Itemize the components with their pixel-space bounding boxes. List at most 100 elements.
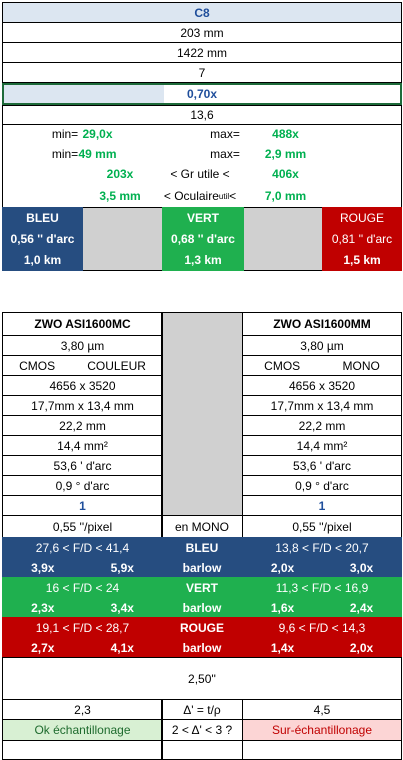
cell-text: 2,3x [31,600,55,615]
filter-name: BLEU [161,537,243,558]
camera-sampling: 0,55 ''/pixel [242,515,402,538]
color-resolution: 0,68 '' d'arc [162,228,244,250]
cell-text: 1,4x [270,640,295,655]
limit-label: < Oculaire util < [150,186,250,206]
cell-text: 1,6x [270,600,295,615]
filter-barlow: 2,7x 4,1x [2,637,163,658]
middle-gray [161,312,243,516]
camera-resolution: 4656 x 3520 [2,375,163,396]
reducer-row [2,83,402,105]
camera-field: 53,6 ' d'arc [242,455,402,476]
filter-note: barlow [161,557,243,578]
camera-diagonal: 22,2 mm [2,415,163,436]
cell-text: 5,9x [110,560,134,575]
filter-barlow: 1,4x 2,0x [242,637,402,658]
middle-mode: en MONO [161,515,243,538]
formula: Δ' = t/ρ [161,699,243,720]
camera-diagonal: 22,2 mm [242,415,402,436]
scope-value: 7 [2,62,402,83]
seeing: 2,50'' [2,657,402,700]
color-name: ROUGE [322,207,402,229]
camera-field_deg: 0,9 ° d'arc [242,475,402,496]
filter-barlow: 1,6x 2,4x [242,597,402,618]
color-name: BLEU [2,207,83,229]
color-distance: 1,5 km [322,249,402,271]
color-distance: 1,0 km [2,249,83,271]
camera-name: ZWO ASI1600MC [2,312,163,336]
limit-label: max= [210,127,240,141]
limit-label: min= [51,147,79,161]
camera-size: 17,7mm x 13,4 mm [2,395,163,416]
camera-sensor: CMOS MONO [242,355,402,376]
filter-note: barlow [161,637,243,658]
filter-fd: 16 < F/D < 24 [2,577,163,598]
cell-text: 3,4x [110,600,134,615]
range: 2 < Δ' < 3 ? [161,719,243,741]
scope-title: C8 [2,2,402,23]
camera-size: 17,7mm x 13,4 mm [242,395,402,416]
filter-fd: 9,6 < F/D < 14,3 [242,617,402,638]
camera-resolution: 4656 x 3520 [242,375,402,396]
limit-value: 29,0x [82,127,113,141]
scope-value: 203 mm [2,22,402,43]
limit-value: 406x [272,167,299,181]
filter-name: VERT [161,577,243,598]
filter-barlow: 2,0x 3,0x [242,557,402,578]
camera-field_deg: 0,9 ° d'arc [2,475,163,496]
cell-text: 2,0x [349,640,374,655]
filter-fd: 27,6 < F/D < 41,4 [2,537,163,558]
color-distance: 1,3 km [162,249,244,271]
filter-barlow: 3,9x 5,9x [2,557,163,578]
camera-pixel: 3,80 µm [242,335,402,356]
camera-verdict: Ok échantillonage [2,719,163,741]
limit-label: < Gr utile < [170,167,230,181]
label-part: < [229,189,237,203]
cell-text: 3,0x [349,560,374,575]
camera-binning: 1 [242,495,402,516]
limit-label: max= [210,147,240,161]
filter-barlow: 2,3x 3,4x [2,597,163,618]
cell-text: 4,1x [110,640,134,655]
filter-fd: 19,1 < F/D < 28,7 [2,617,163,638]
cell-text: CMOS [19,358,56,373]
cell-text: 3,9x [31,560,55,575]
camera-area: 14,4 mm² [2,435,163,456]
camera-binning: 1 [2,495,163,516]
empty-cell [242,740,402,760]
limit-value: 2,9 mm [264,147,307,161]
camera-sensor: CMOS COULEUR [2,355,163,376]
limit-value: 3,5 mm [99,189,141,203]
filter-fd: 11,3 < F/D < 16,9 [242,577,402,598]
empty-cell [161,740,243,760]
camera-area: 14,4 mm² [242,435,402,456]
limit-value: 49 mm [78,147,117,161]
color-resolution: 0,81 '' d'arc [322,228,402,250]
filter-name: ROUGE [161,617,243,638]
filter-fd: 13,8 < F/D < 20,7 [242,537,402,558]
camera-delta: 2,3 [2,699,163,720]
camera-delta: 4,5 [242,699,402,720]
reducer: 0,70x [186,87,218,101]
reducer-fill [4,85,164,103]
cell-text: CMOS [264,358,301,373]
camera-field: 53,6 ' d'arc [2,455,163,476]
label-part: util [218,191,230,201]
limit-value: 7,0 mm [264,189,307,203]
scope-value: 1422 mm [2,42,402,63]
ratio: 13,6 [2,105,402,125]
camera-verdict: Sur-échantillonage [242,719,402,741]
limit-value: 203x [106,167,134,181]
cell-text: 2,4x [349,600,374,615]
color-resolution: 0,56 '' d'arc [2,228,83,250]
limit-value: 488x [272,127,299,141]
cell-text: COULEUR [87,358,146,373]
camera-pixel: 3,80 µm [2,335,163,356]
camera-name: ZWO ASI1600MM [242,312,402,336]
empty-cell [2,740,163,760]
cell-text: 2,7x [31,640,55,655]
cell-text: 2,0x [270,560,295,575]
camera-sampling: 0,55 ''/pixel [2,515,163,538]
limit-label: min= [51,127,79,141]
label-part: < Oculaire [163,189,219,203]
